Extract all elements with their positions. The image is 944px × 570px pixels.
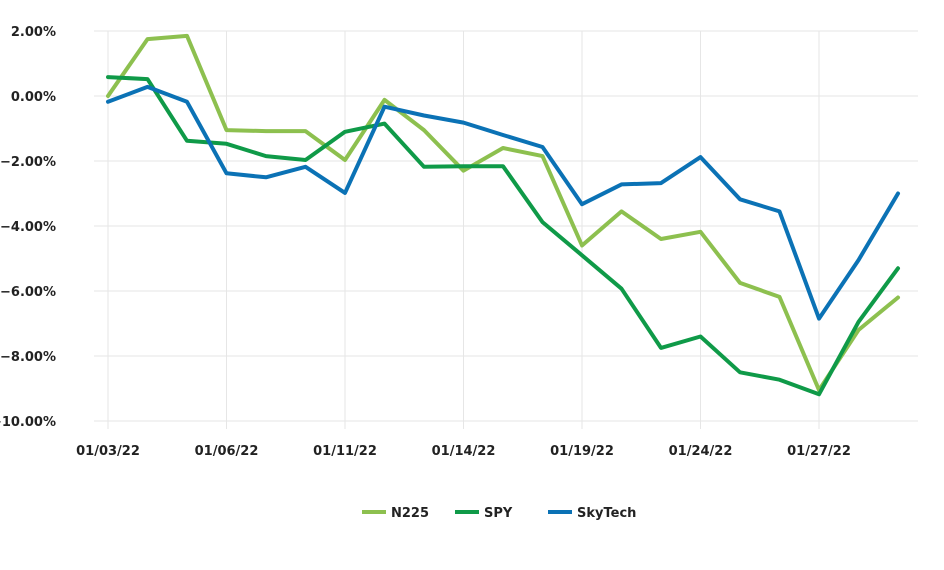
y-tick-label: −8.00% bbox=[0, 350, 56, 365]
legend-label: SPY bbox=[484, 506, 513, 521]
legend-label: SkyTech bbox=[577, 506, 636, 521]
y-tick-label: 2.00% bbox=[11, 25, 56, 40]
legend: N225 SPY SkyTech bbox=[362, 506, 636, 521]
x-tick-label: 01/19/22 bbox=[550, 444, 614, 459]
y-tick-label: −2.00% bbox=[0, 155, 56, 170]
grid bbox=[94, 30, 918, 429]
x-tick-label: 01/14/22 bbox=[432, 444, 496, 459]
legend-item-n225[interactable]: N225 bbox=[362, 506, 429, 521]
axes: 2.00% 0.00% −2.00% −4.00% −6.00% −8.00% −10.00… bbox=[0, 25, 851, 459]
x-tick-label: 01/03/22 bbox=[76, 444, 140, 459]
series-lines bbox=[106, 33, 900, 397]
y-tick-label: −6.00% bbox=[0, 285, 56, 300]
y-tick-label: −4.00% bbox=[0, 220, 56, 235]
x-tick-label: 01/27/22 bbox=[787, 444, 851, 459]
x-tick-label: 01/24/22 bbox=[669, 444, 733, 459]
legend-label: N225 bbox=[391, 506, 429, 521]
y-tick-label: −10.00% bbox=[0, 415, 56, 430]
legend-item-spy[interactable]: SPY bbox=[455, 506, 513, 521]
x-tick-label: 01/06/22 bbox=[195, 444, 259, 459]
x-tick-label: 01/11/22 bbox=[313, 444, 377, 459]
y-tick-label: 0.00% bbox=[11, 90, 56, 105]
legend-item-skytech[interactable]: SkyTech bbox=[548, 506, 636, 521]
